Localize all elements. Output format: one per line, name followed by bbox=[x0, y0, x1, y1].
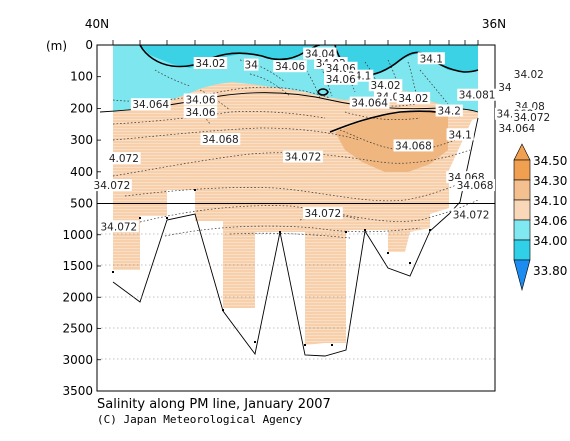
contour-label: 34.02 bbox=[514, 69, 544, 81]
y-tick-labels: 0 100 200 300 400 500 1000 1500 2000 2500 3000 3500 bbox=[62, 38, 101, 398]
colorbar-swatch-3 bbox=[513, 199, 531, 221]
contour-label-box bbox=[349, 96, 390, 109]
contour-label-box bbox=[303, 47, 337, 60]
contour-label-box bbox=[396, 91, 431, 104]
contour-label-box bbox=[107, 152, 141, 165]
colorbar: 34.50 34.30 34.10 34.06 34.00 33.80 bbox=[513, 143, 567, 292]
colorbar-bottom-arrow bbox=[513, 259, 531, 292]
contour-label-box bbox=[98, 220, 139, 233]
y-tick-label: 100 bbox=[70, 70, 93, 84]
contour-label-box bbox=[283, 150, 323, 163]
contour-label-box bbox=[455, 179, 495, 192]
contour-label: 34.1 bbox=[420, 53, 443, 65]
colorbar-swatch-5 bbox=[513, 239, 531, 261]
y-tick-label: 2500 bbox=[62, 322, 93, 336]
station-markers bbox=[112, 189, 431, 346]
y-tick-label: 200 bbox=[70, 101, 93, 115]
contour-label: 34.072 bbox=[513, 112, 550, 124]
y-tick-label: 2000 bbox=[62, 290, 93, 304]
contour-label-box bbox=[130, 98, 171, 111]
contour-label: 34.06 bbox=[185, 94, 215, 106]
colorbar-swatch-4 bbox=[513, 219, 531, 241]
contour-label-box bbox=[511, 110, 552, 123]
contour-label: 34.072 bbox=[285, 152, 322, 164]
contour-label: 34.02 bbox=[398, 93, 428, 105]
top-station-ticks bbox=[112, 40, 479, 45]
ocean-floor-line bbox=[112, 117, 479, 357]
y-tick-label: 500 bbox=[70, 197, 93, 211]
contour-label: 34 bbox=[245, 60, 259, 72]
contour-label-box bbox=[451, 208, 492, 221]
contour-label-box bbox=[243, 58, 259, 71]
contour-label-box bbox=[512, 68, 546, 81]
contour-label-box bbox=[183, 106, 218, 119]
contour-label-box bbox=[193, 57, 228, 70]
contour-label: 34.06 bbox=[275, 61, 305, 73]
colorbar-swatch-2 bbox=[513, 179, 531, 201]
contour-label: 34.06 bbox=[326, 74, 356, 86]
contour-label-box bbox=[200, 133, 241, 146]
contour-label: 34.02 bbox=[371, 80, 401, 92]
y-unit-label: (m) bbox=[46, 39, 67, 53]
y-tick-label: 300 bbox=[70, 133, 93, 147]
y-tick-label: 1500 bbox=[62, 259, 93, 273]
contour-label-box bbox=[497, 80, 513, 93]
salinity-fill-high bbox=[335, 110, 448, 172]
contour-labels: 34.023434.0634.0434.0234.0634.134.0634.0… bbox=[92, 47, 552, 233]
contour-label: 34.02 bbox=[195, 58, 225, 70]
y-tick-label: 0 bbox=[85, 38, 93, 52]
y-tick-label: 3000 bbox=[62, 353, 93, 367]
contour-label: 34.064 bbox=[132, 99, 169, 111]
contour-label: 34.072 bbox=[94, 180, 131, 192]
contour-label: 34.064 bbox=[351, 98, 388, 110]
contour-label-box bbox=[496, 122, 537, 135]
credit-line: (C) Japan Meteorological Agency bbox=[97, 413, 303, 426]
contour-label: 34 bbox=[498, 82, 512, 94]
contour-label-box bbox=[183, 93, 218, 106]
colorbar-label-1: 34.30 bbox=[533, 174, 567, 188]
contour-label: 34.068 bbox=[457, 180, 494, 192]
contour-label: 34.072 bbox=[101, 221, 138, 233]
contour-label-box bbox=[324, 72, 358, 85]
contour-label: 34.072 bbox=[304, 208, 341, 220]
salinity-fill-lowest bbox=[113, 45, 478, 74]
contour-label-box bbox=[302, 207, 343, 220]
colorbar-label-3: 34.06 bbox=[533, 214, 567, 228]
contour-label-box bbox=[393, 139, 434, 152]
contour-label-box bbox=[368, 79, 403, 92]
contour-label: 34.06 bbox=[185, 107, 215, 119]
x-label-right: 36N bbox=[482, 17, 506, 31]
contour-label-box bbox=[435, 104, 463, 117]
contour-label-box bbox=[92, 179, 132, 192]
contour-label-box bbox=[417, 52, 445, 65]
y-tick-label: 1000 bbox=[62, 228, 93, 242]
contour-label: 34.068 bbox=[395, 140, 432, 152]
contour-label: 34.1 bbox=[448, 129, 471, 141]
y-tick-label: 400 bbox=[70, 165, 93, 179]
colorbar-label-4: 34.00 bbox=[533, 234, 567, 248]
chart-title: Salinity along PM line, January 2007 bbox=[97, 397, 331, 412]
x-label-left: 40N bbox=[85, 17, 109, 31]
contour-label: 34.072 bbox=[453, 209, 490, 221]
plot-frame bbox=[96, 44, 496, 392]
contour-label-box bbox=[273, 60, 307, 73]
colorbar-label-0: 34.50 bbox=[533, 154, 567, 168]
colorbar-swatch-1 bbox=[513, 159, 531, 181]
contour-label-box bbox=[446, 128, 474, 141]
contour-label: 34.2 bbox=[438, 106, 461, 118]
y-tick-label: 3500 bbox=[62, 384, 93, 398]
contour-label: 34.068 bbox=[202, 134, 239, 146]
contour-label: 4.072 bbox=[109, 153, 139, 165]
contour-label-box bbox=[457, 88, 497, 101]
contour-label: 34.064 bbox=[499, 123, 536, 135]
colorbar-label-2: 34.10 bbox=[533, 194, 567, 208]
colorbar-label-5: 33.80 bbox=[533, 264, 567, 278]
contour-label: 34.081 bbox=[459, 90, 496, 102]
